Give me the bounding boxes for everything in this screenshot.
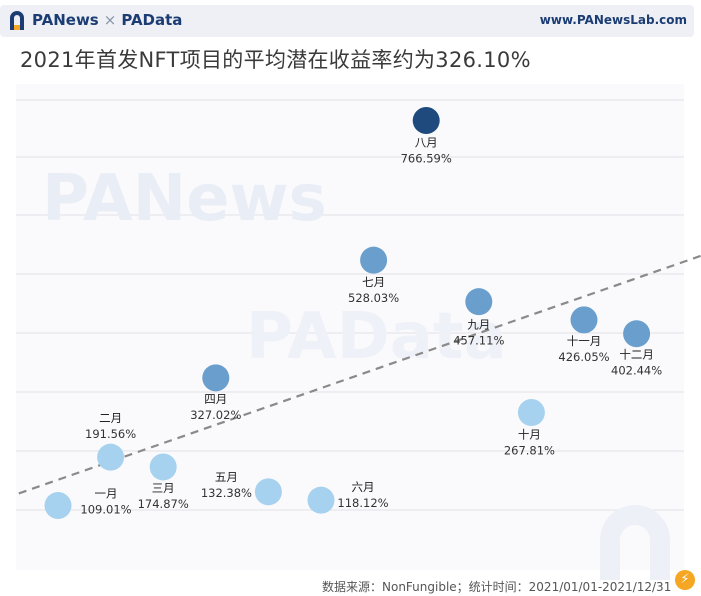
month-label-1: 一月 bbox=[95, 487, 118, 501]
data-point-2[interactable] bbox=[97, 443, 125, 471]
value-label-5: 132.38% bbox=[201, 486, 252, 500]
watermark-panews: PANews bbox=[42, 162, 327, 236]
data-point-1[interactable] bbox=[44, 492, 72, 519]
data-points: 一月 109.01% 二月 191.56% 三月 174.87% 四月 327.02% 五月 13… bbox=[44, 106, 662, 519]
month-label-7: 七月 bbox=[362, 275, 385, 289]
watermark-layer: PANews PAData bbox=[42, 162, 670, 580]
data-point-6[interactable] bbox=[307, 486, 335, 514]
value-label-1: 109.01% bbox=[80, 503, 131, 517]
site-url[interactable]: www.PANewsLab.com bbox=[539, 13, 687, 27]
month-label-2: 二月 bbox=[99, 411, 122, 425]
month-label-10: 十月 bbox=[518, 428, 541, 442]
data-point-10[interactable] bbox=[517, 399, 545, 427]
brand-separator: × bbox=[103, 11, 117, 29]
brand-panews: PANews bbox=[32, 11, 99, 29]
data-point-4[interactable] bbox=[202, 364, 230, 392]
bolt-icon[interactable]: ⚡ bbox=[675, 570, 695, 590]
data-point-5[interactable] bbox=[254, 478, 282, 506]
value-label-6: 118.12% bbox=[337, 496, 388, 510]
data-point-12[interactable] bbox=[623, 320, 651, 348]
month-label-8: 八月 bbox=[415, 135, 438, 149]
trend-line bbox=[18, 254, 701, 495]
watermark-logo-icon bbox=[600, 505, 670, 580]
month-label-5: 五月 bbox=[215, 470, 238, 484]
data-point-3[interactable] bbox=[149, 453, 177, 481]
brand-logo: PANews × PAData bbox=[8, 9, 182, 31]
panews-logo-icon bbox=[10, 11, 24, 30]
value-label-3: 174.87% bbox=[138, 497, 189, 511]
value-label-12: 402.44% bbox=[611, 364, 662, 378]
value-label-9: 457.11% bbox=[453, 334, 504, 348]
brand-padata: PAData bbox=[121, 11, 183, 29]
data-point-7[interactable] bbox=[360, 246, 388, 274]
value-label-10: 267.81% bbox=[504, 444, 555, 458]
watermark-padata: PAData bbox=[246, 300, 507, 374]
month-label-6: 六月 bbox=[352, 480, 375, 494]
data-point-9[interactable] bbox=[465, 288, 493, 316]
source-note: 数据来源：NonFungible；统计时间：2021/01/01-2021/12… bbox=[322, 580, 672, 594]
value-label-7: 528.03% bbox=[348, 291, 399, 305]
value-label-11: 426.05% bbox=[558, 350, 609, 364]
data-point-8[interactable] bbox=[412, 106, 440, 134]
value-label-4: 327.02% bbox=[190, 408, 241, 422]
data-point-11[interactable] bbox=[570, 306, 598, 334]
month-label-9: 九月 bbox=[467, 318, 490, 332]
month-label-4: 四月 bbox=[204, 392, 227, 406]
month-label-11: 十一月 bbox=[567, 334, 602, 348]
header-bar bbox=[0, 5, 694, 37]
chart-title: 2021年首发NFT项目的平均潜在收益率约为326.10% bbox=[20, 48, 531, 72]
month-label-12: 十二月 bbox=[619, 348, 654, 362]
month-label-3: 三月 bbox=[152, 481, 175, 495]
value-label-2: 191.56% bbox=[85, 427, 136, 441]
value-label-8: 766.59% bbox=[401, 151, 452, 165]
grid-lines bbox=[16, 99, 684, 511]
